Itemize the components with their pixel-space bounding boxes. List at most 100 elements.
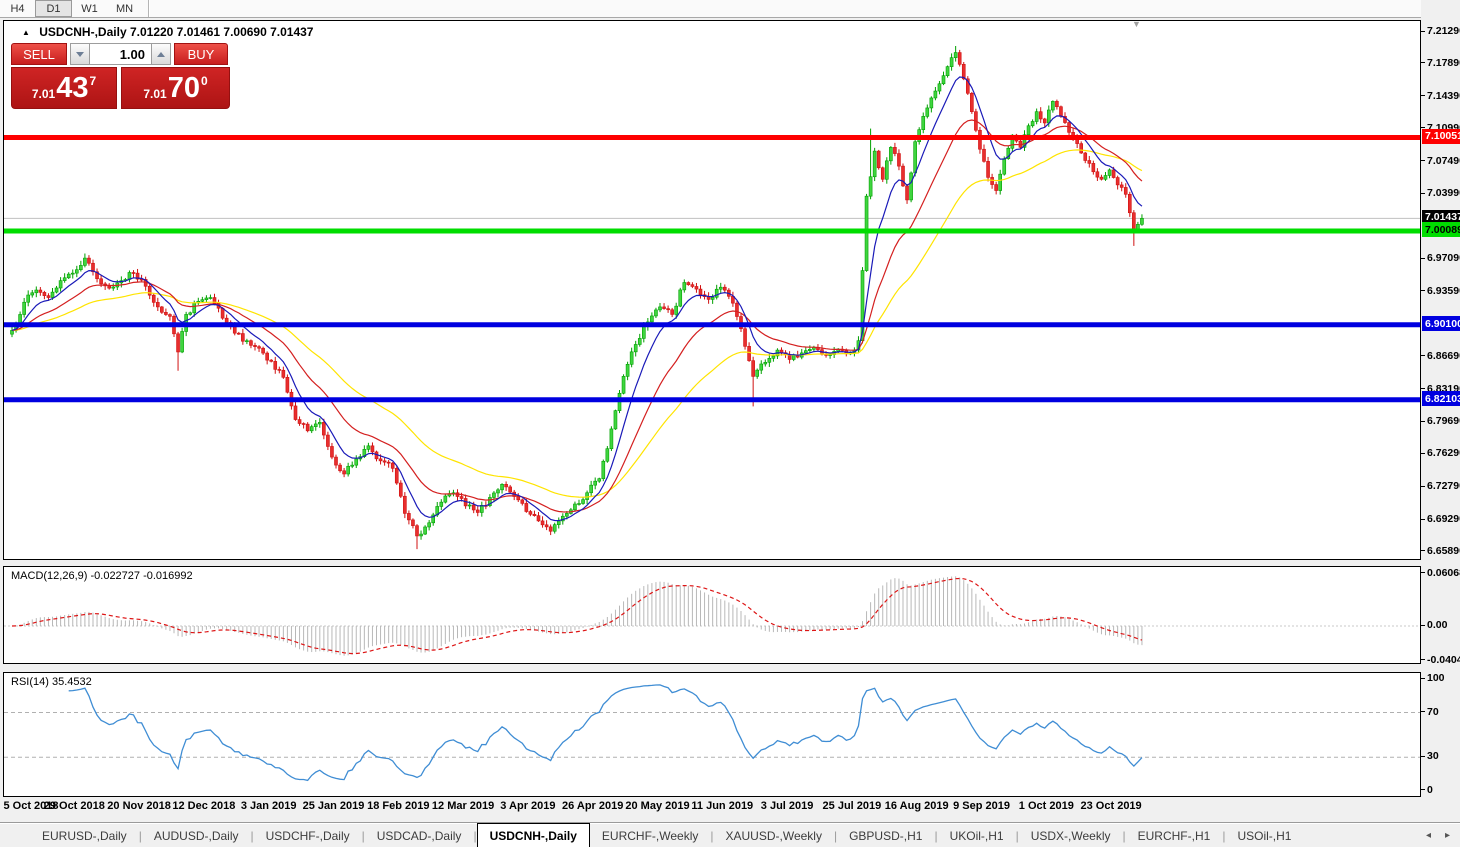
tab-separator: |	[250, 828, 254, 843]
date-label: 26 Apr 2019	[562, 800, 624, 812]
chart-title-symbol: USDCNH-,Daily	[39, 25, 127, 39]
tab-usdcnh-daily[interactable]: USDCNH-,Daily	[476, 823, 590, 847]
tab-usdx-weekly[interactable]: USDX-,Weekly	[1030, 828, 1111, 843]
tick-mark	[1421, 550, 1425, 552]
chart-tabs: EURUSD-,Daily | AUDUSD-,Daily | USDCHF-,Dail…	[0, 823, 1303, 847]
date-label: 18 Feb 2019	[367, 800, 430, 812]
timeframe-button-MN[interactable]: MN	[115, 2, 134, 15]
price-tick-label: 6.65890	[1421, 544, 1460, 558]
tick-mark	[1421, 192, 1425, 194]
tab-separator: |	[934, 828, 938, 843]
timeframe-button-W1[interactable]: W1	[81, 2, 98, 15]
triangle-up-icon	[157, 51, 165, 57]
sell-button[interactable]: SELL	[11, 43, 67, 65]
chart-tabbar: EURUSD-,Daily | AUDUSD-,Daily | USDCHF-,Dail…	[0, 822, 1460, 847]
date-label: 12 Mar 2019	[431, 800, 495, 812]
main-chart-panel[interactable]: ▲ USDCNH-,Daily 7.01220 7.01461 7.00690 …	[3, 19, 1421, 560]
macd-values: -0.022727 -0.016992	[90, 570, 193, 582]
macd-tick-label: -0.040437	[1421, 653, 1460, 667]
date-label: 20 Nov 2018	[107, 800, 171, 812]
tick-mark	[1421, 711, 1425, 713]
date-label: 1 Oct 2019	[1018, 800, 1074, 812]
buy-price-big-digits: 70	[167, 71, 200, 104]
tick-mark	[1421, 755, 1425, 757]
price-tick-label: 6.86690	[1421, 349, 1460, 363]
date-label: 20 May 2019	[625, 800, 690, 812]
buy-button[interactable]: BUY	[174, 43, 228, 65]
date-axis[interactable]: 5 Oct 2018 29 Oct 2018 20 Nov 2018 12 Dec 2…	[3, 798, 1421, 820]
rsi-tick-label: 100	[1421, 671, 1445, 685]
tab-xauusd-weekly[interactable]: XAUUSD-,Weekly	[725, 828, 822, 843]
buy-price-prefix: 7.01	[143, 87, 167, 101]
sell-price-display[interactable]: 7.01 43 7	[11, 67, 117, 109]
price-tick-label: 6.76290	[1421, 446, 1460, 460]
tab-gbpusd-h1[interactable]: GBPUSD-,H1	[849, 828, 923, 843]
tab-usoil-h1[interactable]: USOil-,H1	[1237, 828, 1292, 843]
price-axis[interactable]: 7.212907.178907.143907.109907.074907.039…	[1421, 0, 1460, 820]
tick-mark	[1421, 62, 1425, 64]
tab-scroll-right-icon[interactable]: ▸	[1444, 830, 1450, 841]
tab-scroll-arrows: ◂ ▸	[1426, 823, 1460, 847]
tab-eurusd-daily[interactable]: EURUSD-,Daily	[42, 828, 127, 843]
price-badge: 7.01437	[1422, 209, 1460, 225]
macd-label: MACD(12,26,9) -0.022727 -0.016992	[11, 570, 193, 582]
volume-increase-button[interactable]	[151, 43, 171, 65]
price-tick-label: 6.69290	[1421, 512, 1460, 526]
date-label: 3 Jan 2019	[240, 800, 297, 812]
tab-separator: |	[361, 828, 365, 843]
tick-mark	[1421, 572, 1425, 574]
price-tick-label: 7.21290	[1421, 24, 1460, 38]
price-badge: 7.00089	[1422, 222, 1460, 238]
volume-input[interactable]	[90, 43, 151, 65]
tab-separator: |	[1222, 828, 1226, 843]
rsi-label: RSI(14) 35.4532	[11, 676, 92, 688]
ma-mid-line	[11, 119, 1143, 513]
date-label: 25 Jan 2019	[302, 800, 365, 812]
tick-mark	[1421, 257, 1425, 259]
timeframe-toolbar: H4 D1 W1 MN	[0, 0, 1460, 18]
rsi-tick-label: 30	[1421, 749, 1439, 763]
tick-mark	[1421, 452, 1425, 454]
ma-fast-line	[11, 76, 1143, 522]
price-tick-label: 6.93590	[1421, 284, 1460, 298]
sell-price-pip-digit: 7	[89, 74, 97, 88]
tab-usdcad-daily[interactable]: USDCAD-,Daily	[376, 828, 462, 843]
price-tick-label: 6.97090	[1421, 251, 1460, 265]
date-label: 3 Jul 2019	[760, 800, 814, 812]
price-tick-label: 7.17890	[1421, 56, 1460, 70]
tab-usdchf-daily[interactable]: USDCHF-,Daily	[265, 828, 350, 843]
timeframe-button-D1[interactable]: D1	[35, 0, 72, 17]
volume-decrease-button[interactable]	[70, 43, 90, 65]
collapse-triangle-icon[interactable]: ▲	[22, 28, 30, 37]
macd-signal-line	[11, 577, 1143, 655]
tab-separator: |	[473, 828, 477, 843]
tab-ukoil-h1[interactable]: UKOil-,H1	[949, 828, 1004, 843]
rsi-chart	[4, 684, 1420, 782]
rsi-name: RSI(14)	[11, 676, 49, 688]
sell-price-prefix: 7.01	[31, 87, 56, 101]
rsi-panel[interactable]: RSI(14) 35.4532	[3, 672, 1421, 797]
price-tick-label: 7.07490	[1421, 154, 1460, 168]
tab-eurchf-h1[interactable]: EURCHF-,H1	[1137, 828, 1211, 843]
chart-title: ▲ USDCNH-,Daily 7.01220 7.01461 7.00690 …	[22, 25, 313, 39]
macd-tick-label: 0.00	[1421, 618, 1447, 632]
candles-group	[10, 45, 1144, 550]
timeframe-button-H4[interactable]: H4	[10, 2, 25, 15]
toolbar-separator	[148, 0, 149, 17]
date-label: 11 Jun 2019	[691, 800, 754, 812]
tick-mark	[1421, 95, 1425, 97]
macd-panel[interactable]: MACD(12,26,9) -0.022727 -0.016992	[3, 566, 1421, 664]
tab-eurchf-weekly[interactable]: EURCHF-,Weekly	[601, 828, 699, 843]
tick-mark	[1421, 355, 1425, 357]
candlestick-chart[interactable]	[4, 21, 1420, 559]
tick-mark	[1421, 789, 1425, 791]
date-label: 3 Apr 2019	[500, 800, 556, 812]
date-label: 29 Oct 2018	[43, 800, 105, 812]
macd-tick-label: 0.060687	[1421, 566, 1460, 580]
tab-scroll-left-icon[interactable]: ◂	[1425, 830, 1431, 841]
buy-price-display[interactable]: 7.01 70 0	[121, 67, 230, 109]
tick-mark	[1421, 518, 1425, 520]
chart-shift-marker-icon[interactable]: ▼	[1132, 19, 1141, 29]
tab-audusd-daily[interactable]: AUDUSD-,Daily	[153, 828, 239, 843]
